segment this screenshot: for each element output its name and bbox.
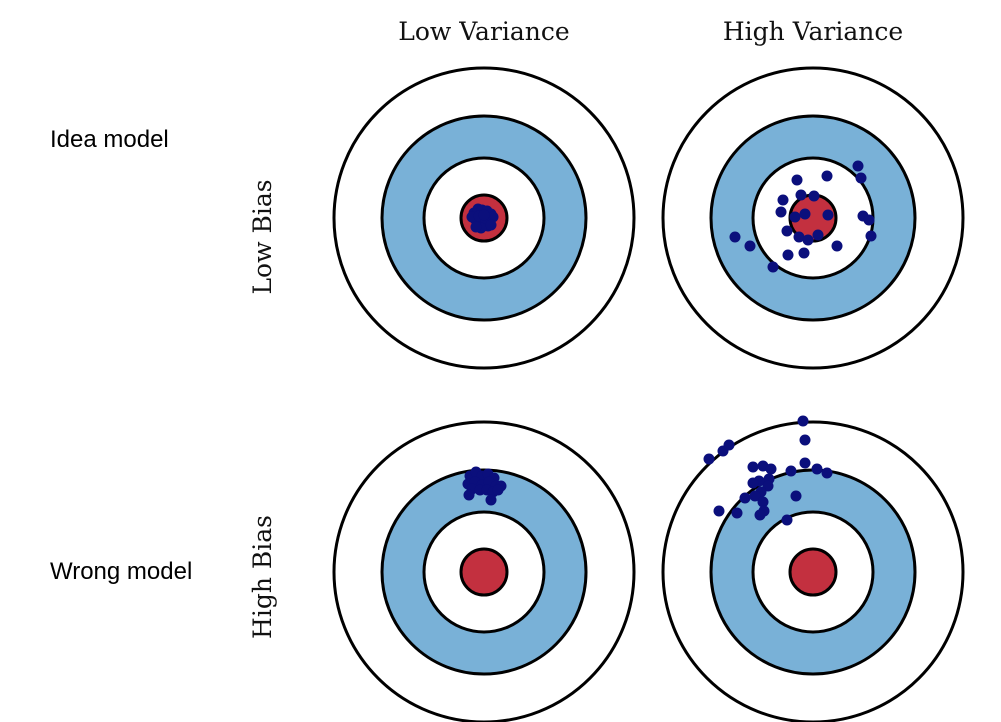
data-point [781, 514, 793, 526]
column-label-high-variance: High Variance [723, 17, 903, 46]
data-point [470, 221, 482, 233]
data-point [789, 211, 801, 223]
data-point [802, 234, 814, 246]
data-point [799, 434, 811, 446]
data-point [831, 240, 843, 252]
data-point [485, 219, 497, 231]
data-point [747, 461, 759, 473]
data-point [731, 507, 743, 519]
data-point [747, 477, 759, 489]
data-point [485, 494, 497, 506]
data-point [744, 240, 756, 252]
data-point [713, 505, 725, 517]
data-point [723, 439, 735, 451]
data-point [777, 194, 789, 206]
data-point [739, 492, 751, 504]
data-point [765, 463, 777, 475]
data-point [852, 160, 864, 172]
data-point [821, 170, 833, 182]
data-point [782, 249, 794, 261]
data-point [865, 230, 877, 242]
data-point [757, 496, 769, 508]
data-point [811, 463, 823, 475]
bullseye [788, 547, 838, 597]
data-point [775, 206, 787, 218]
row-label-low-bias: Low Bias [248, 179, 277, 294]
data-point [785, 465, 797, 477]
data-point [478, 209, 490, 221]
data-point [808, 190, 820, 202]
side-label-idea-model: Idea model [50, 126, 169, 153]
data-point [729, 231, 741, 243]
target-high-bias-high-variance [661, 415, 965, 722]
data-point [767, 261, 779, 273]
target-low-bias-low-variance [332, 66, 636, 370]
data-point [463, 489, 475, 501]
data-point [781, 225, 793, 237]
side-label-wrong-model: Wrong model [50, 558, 192, 585]
data-point [821, 467, 833, 479]
data-point [799, 457, 811, 469]
data-point [703, 453, 715, 465]
bullseye [459, 547, 509, 597]
data-point [492, 484, 504, 496]
data-point [795, 189, 807, 201]
column-label-low-variance: Low Variance [398, 17, 569, 46]
target-high-bias-low-variance [332, 420, 636, 722]
data-point [790, 490, 802, 502]
data-point [822, 209, 834, 221]
data-point [863, 214, 875, 226]
data-point [754, 509, 766, 521]
data-point [797, 415, 809, 427]
data-point [749, 490, 761, 502]
data-point [799, 208, 811, 220]
target-low-bias-high-variance [661, 66, 965, 370]
data-point [791, 174, 803, 186]
data-point [855, 172, 867, 184]
row-label-high-bias: High Bias [248, 515, 277, 639]
data-point [798, 247, 810, 259]
data-point [812, 229, 824, 241]
data-point [793, 231, 805, 243]
